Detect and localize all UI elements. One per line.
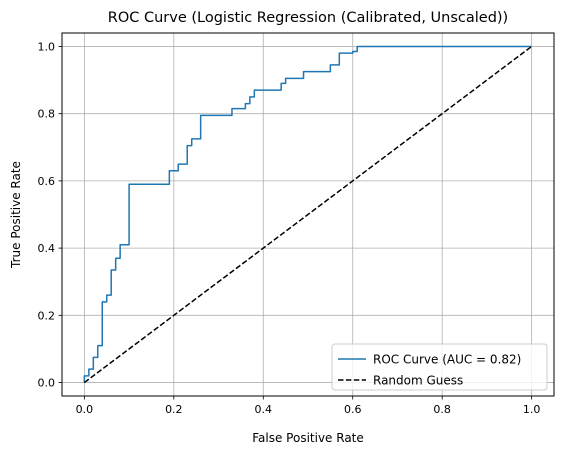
ticks: 0.0 0.2 0.4 0.6 0.8 1.0 0.0 0.2 0.4 0.6 0.8 1.0 (38, 40, 541, 416)
x-tick-label: 0.4 (255, 403, 273, 416)
x-axis-label: False Positive Rate (252, 431, 364, 445)
x-tick-label: 1.0 (523, 403, 541, 416)
y-tick-label: 0.4 (38, 242, 56, 255)
y-axis-label: True Positive Rate (9, 161, 23, 269)
x-tick-label: 0.6 (344, 403, 362, 416)
y-tick-label: 0.8 (38, 108, 56, 121)
roc-curve-line (83, 45, 532, 383)
y-tick-label: 1.0 (38, 40, 56, 53)
x-tick-label: 0.8 (433, 403, 451, 416)
legend-label-random: Random Guess (373, 374, 463, 388)
grid (62, 33, 554, 396)
random-guess-line (83, 45, 533, 384)
plot-frame (61, 32, 555, 397)
x-tick-label: 0.0 (76, 403, 94, 416)
legend: ROC Curve (AUC = 0.82) Random Guess (331, 343, 548, 391)
y-tick-label: 0.2 (38, 309, 56, 322)
y-tick-label: 0.0 (38, 377, 56, 390)
y-tick-label: 0.6 (38, 175, 56, 188)
series-layer (83, 45, 533, 384)
chart-title: ROC Curve (Logistic Regression (Calibrat… (108, 10, 508, 26)
x-tick-label: 0.2 (165, 403, 183, 416)
legend-box (331, 343, 548, 391)
legend-label-roc: ROC Curve (AUC = 0.82) (373, 353, 521, 367)
